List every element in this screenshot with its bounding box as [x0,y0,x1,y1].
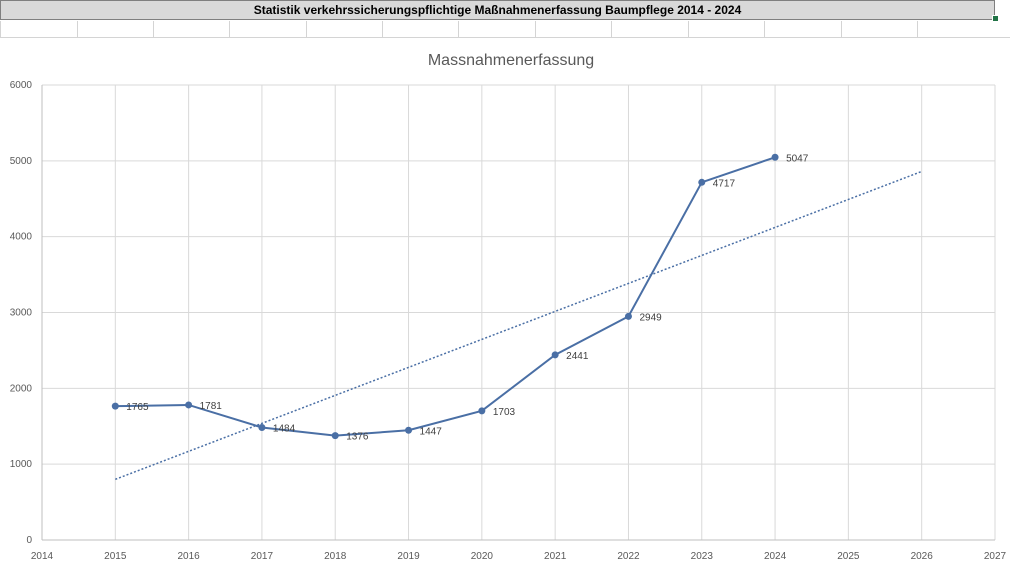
x-tick-label: 2017 [251,551,274,562]
y-tick-label: 5000 [10,156,33,167]
y-tick-label: 4000 [10,232,33,243]
x-tick-label: 2021 [544,551,567,562]
chart-title: Massnahmenerfassung [428,52,594,69]
grid-column-line [153,21,154,38]
grid-column-line [688,21,689,38]
data-label: 1447 [420,426,443,437]
data-point [185,401,193,409]
data-point [551,351,559,359]
cell-selection-handle[interactable] [992,15,999,22]
data-point [258,423,266,431]
x-tick-label: 2019 [397,551,420,562]
x-tick-label: 2016 [177,551,200,562]
data-label: 1484 [273,423,296,434]
data-label: 1376 [346,432,369,443]
grid-column-line [458,21,459,38]
x-tick-label: 2020 [471,551,494,562]
y-tick-label: 3000 [10,308,33,319]
series-line [115,156,776,437]
axes: 0 1000 2000 3000 4000 5000 6000 2014 2015 2016 201… [10,80,1007,562]
grid-column-line [0,21,1,38]
x-tick-label: 2025 [837,551,860,562]
data-label: 1781 [200,401,223,412]
grid-column-line [382,21,383,38]
x-tick-label: 2027 [984,551,1007,562]
x-tick-label: 2023 [691,551,714,562]
grid-column-line [77,21,78,38]
data-point [111,402,119,410]
grid-lines [41,84,996,541]
data-point [405,426,413,434]
series-group [111,153,779,440]
data-point [771,153,779,161]
x-tick-label: 2026 [911,551,934,562]
x-tick-label: 2018 [324,551,347,562]
grid-column-line [535,21,536,38]
data-label: 2949 [639,312,662,323]
data-point [478,407,486,415]
x-tick-label: 2014 [31,551,54,562]
grid-column-line [841,21,842,38]
x-tick-label: 2024 [764,551,787,562]
data-label: 2441 [566,351,589,362]
x-tick-label: 2022 [617,551,640,562]
x-tick-label: 2015 [104,551,127,562]
y-tick-label: 0 [26,535,32,546]
data-label: 1765 [126,402,149,413]
sheet-header[interactable]: Statistik verkehrssicherungspflichtige M… [0,0,995,20]
data-label: 4717 [713,178,736,189]
grid-column-line [764,21,765,38]
grid-column-line [917,21,918,38]
data-label: 1703 [493,407,516,418]
y-tick-label: 6000 [10,80,33,91]
chart-area[interactable] [0,38,1010,568]
spreadsheet-grid-row[interactable] [0,21,1010,38]
grid-column-line [611,21,612,38]
grid-column-line [229,21,230,38]
data-point [698,178,706,186]
data-point [624,312,632,320]
line-chart[interactable]: Massnahmenerfassung 0 1000 2000 3000 4000 500… [0,38,1010,568]
sheet-title: Statistik verkehrssicherungspflichtige M… [253,3,742,17]
y-tick-label: 1000 [10,459,33,470]
data-label: 5047 [786,153,809,164]
y-tick-label: 2000 [10,383,33,394]
data-labels: 1765 1781 1484 1376 1447 1703 2441 2949 4717 5047 [126,153,808,442]
grid-column-line [306,21,307,38]
data-point [331,432,339,440]
